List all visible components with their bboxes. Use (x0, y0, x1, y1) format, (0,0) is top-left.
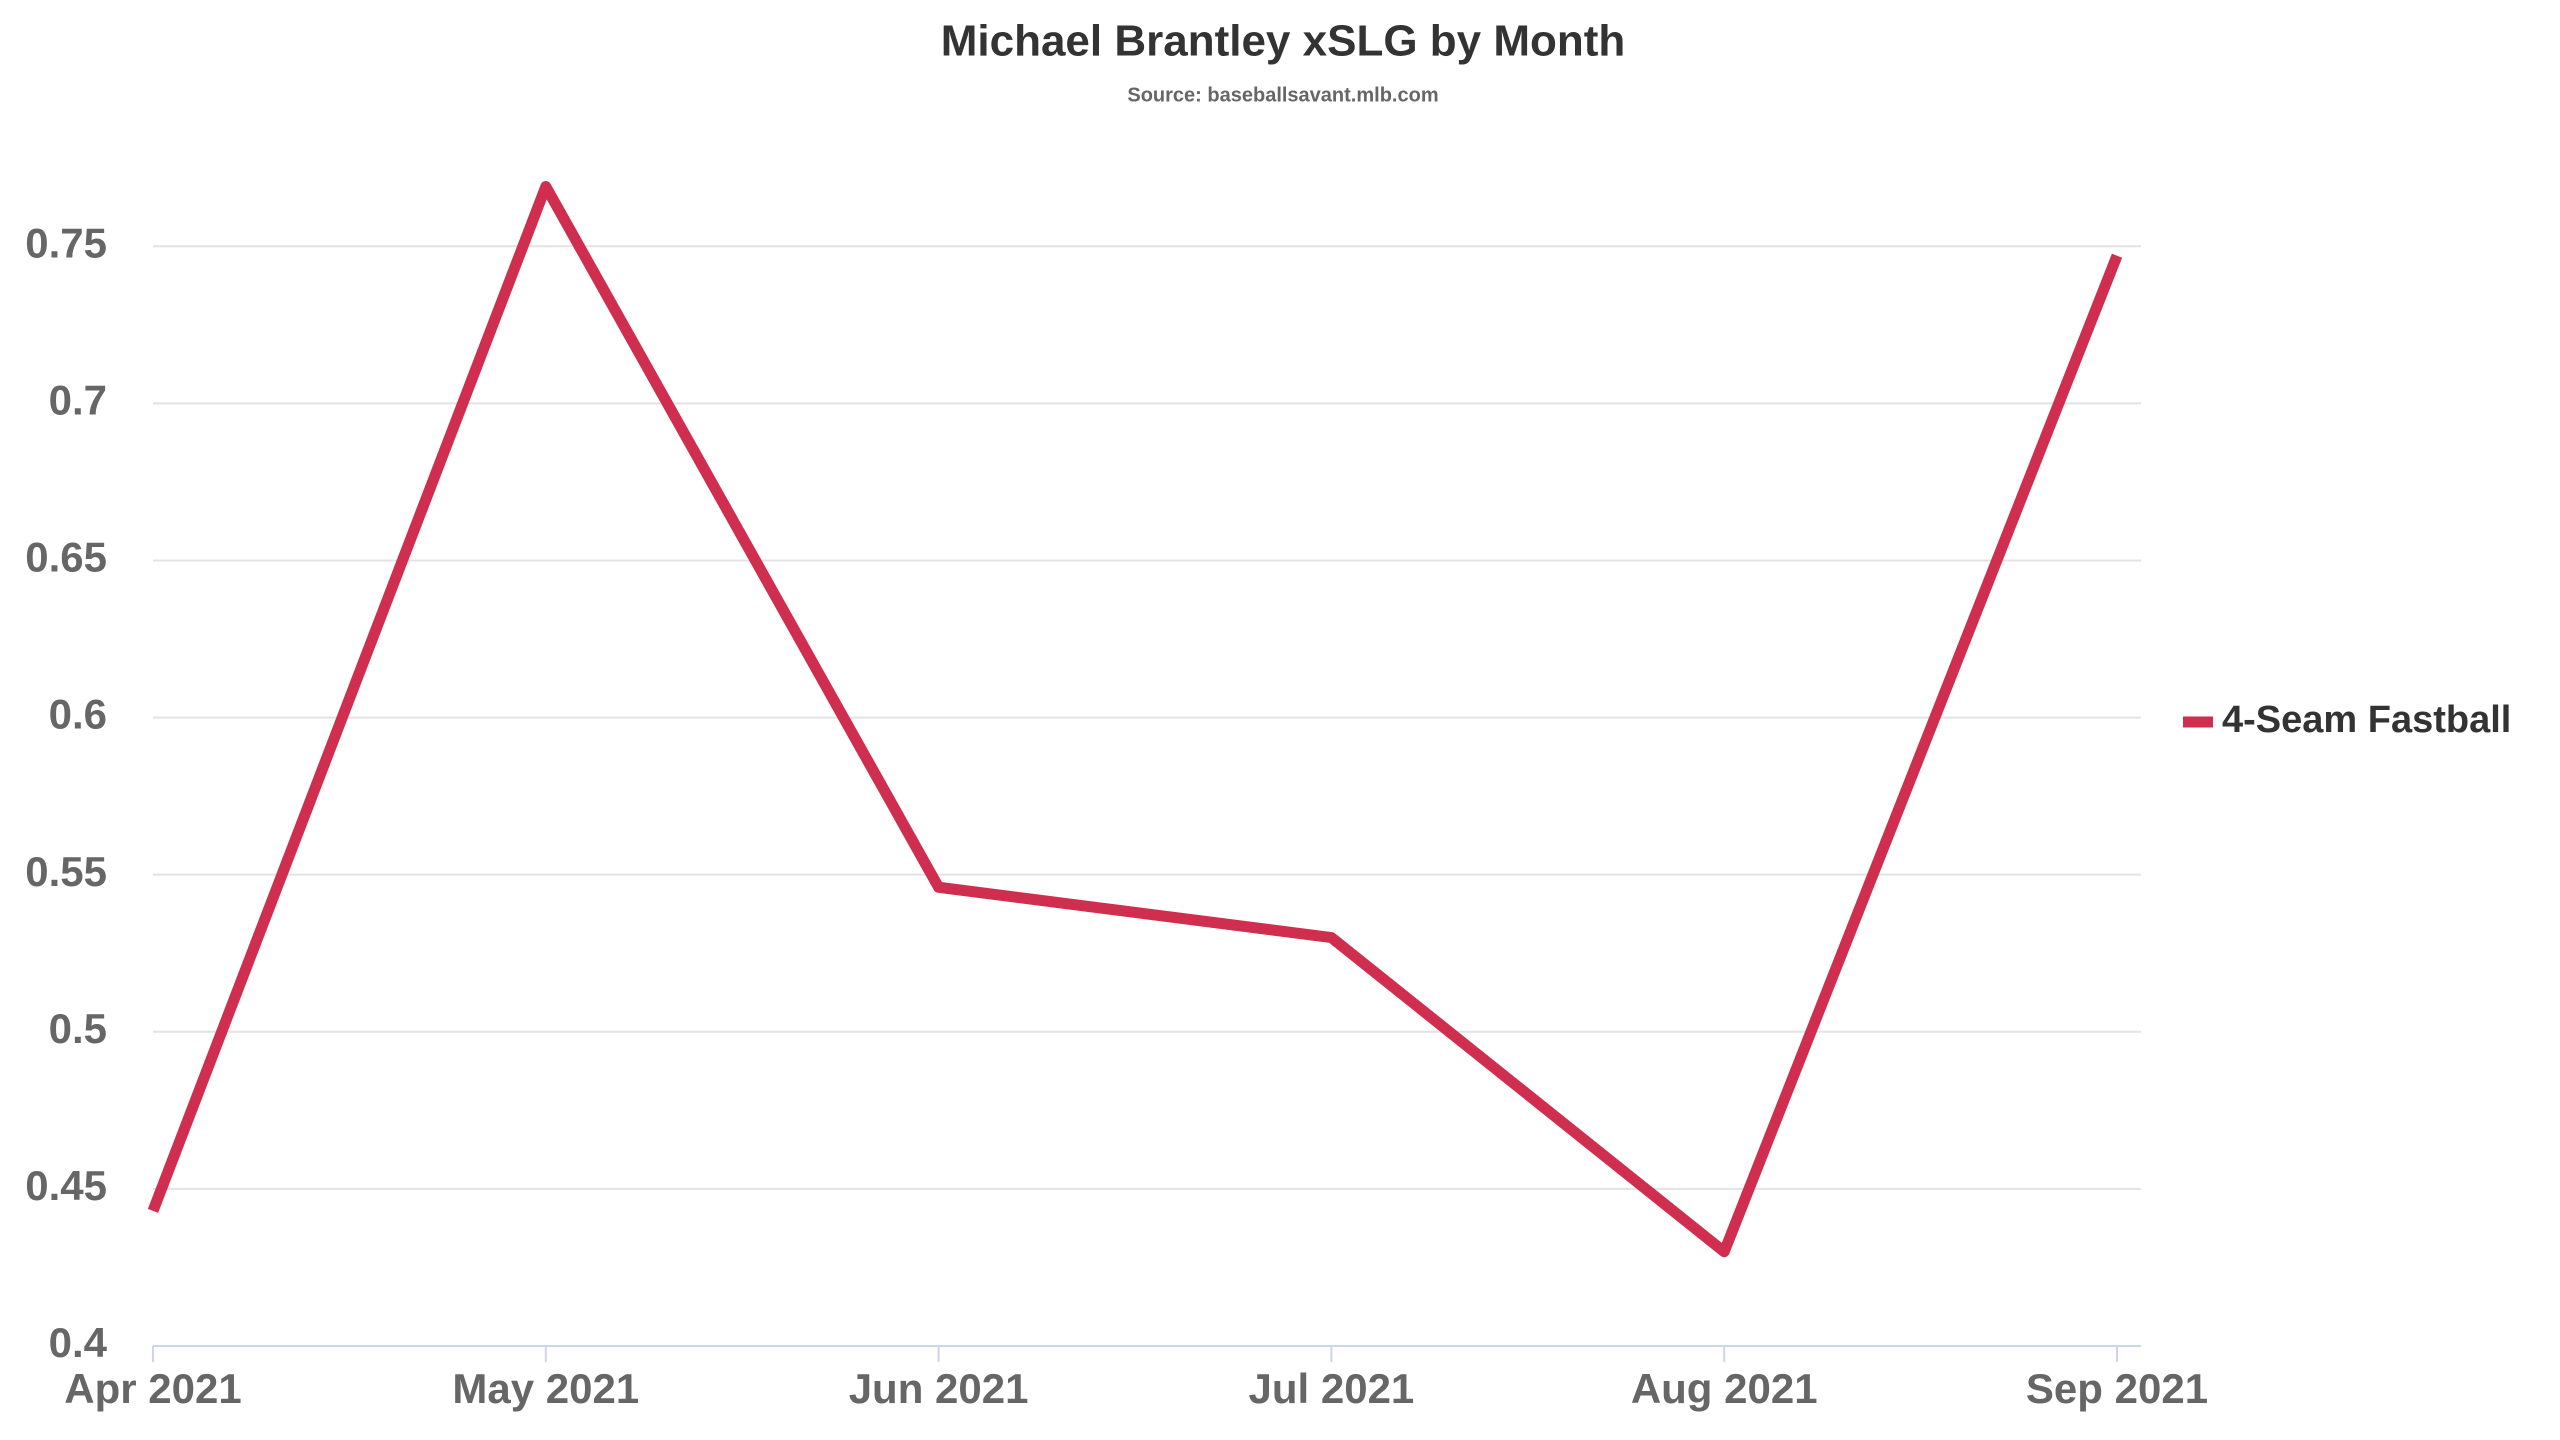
x-tick-label: Apr 2021 (64, 1365, 241, 1412)
y-tick-label: 0.75 (25, 219, 107, 266)
line (147, 181, 2123, 1258)
chart-title: Michael Brantley xSLG by Month (941, 17, 1626, 66)
y-tick-label: 0.5 (49, 1005, 107, 1052)
x-tick-label: May 2021 (452, 1365, 639, 1412)
y-tick-label: 0.4 (49, 1319, 108, 1366)
y-tick-label: 0.65 (25, 534, 107, 581)
x-tick-label: Aug 2021 (1631, 1365, 1818, 1412)
x-tick-label: Sep 2021 (2026, 1365, 2208, 1412)
y-tick-label: 0.45 (25, 1162, 107, 1209)
y-tick-label: 0.6 (49, 691, 107, 738)
chart-subtitle: Source: baseballsavant.mlb.com (1127, 84, 1438, 106)
y-tick-label: 0.7 (49, 376, 107, 423)
legend-label: 4-Seam Fastball (2222, 699, 2511, 741)
x-tick-label: Jul 2021 (1249, 1365, 1415, 1412)
x-tick-label: Jun 2021 (849, 1365, 1029, 1412)
y-tick-label: 0.55 (25, 848, 107, 895)
